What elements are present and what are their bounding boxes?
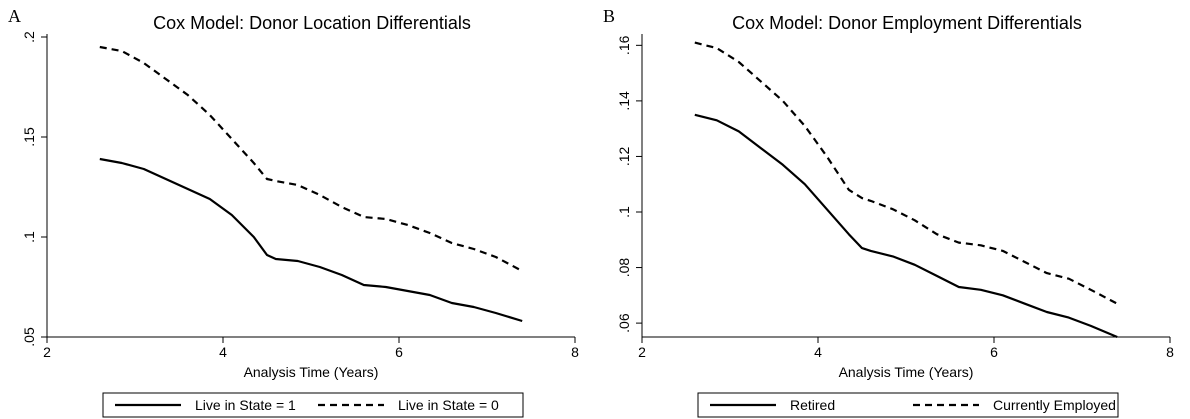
y-tick-label: .05 <box>21 327 37 347</box>
y-tick-label: .15 <box>21 127 37 147</box>
y-tick-label: .1 <box>21 231 37 243</box>
legend-label: Live in State = 0 <box>398 397 499 413</box>
series-line-1 <box>99 157 523 323</box>
x-tick-label: 4 <box>219 344 227 360</box>
panel-letter-a: A <box>8 6 21 26</box>
y-tick-label: .1 <box>616 206 632 218</box>
x-tick-label: 6 <box>990 344 998 360</box>
x-tick-label: 2 <box>638 344 646 360</box>
y-tick-label: .14 <box>616 91 632 111</box>
legend-label: Retired <box>790 397 835 413</box>
x-axis-label: Analysis Time (Years) <box>244 364 379 380</box>
x-axis-label: Analysis Time (Years) <box>839 364 974 380</box>
chart-panel-a: Cox Model: Donor Location Differentials.… <box>8 6 579 418</box>
y-tick-label: .16 <box>616 35 632 55</box>
series-line-1 <box>694 113 1118 339</box>
legend-box <box>102 392 524 418</box>
legend: Live in State = 1 Live in State = 0 <box>102 392 524 418</box>
chart-b: Cox Model: Donor Employment Differential… <box>616 13 1174 418</box>
legend-label: Live in State = 1 <box>195 397 296 413</box>
chart-panel-b: Cox Model: Donor Employment Differential… <box>595 0 1190 419</box>
panel-letter-b: B <box>603 6 616 26</box>
x-tick-label: 6 <box>395 344 403 360</box>
series-line-2 <box>99 45 523 272</box>
x-tick-label: 4 <box>814 344 822 360</box>
x-tick-label: 2 <box>43 344 51 360</box>
x-tick-label: 8 <box>571 344 579 360</box>
legend: Retired Currently Employed <box>697 392 1119 418</box>
legend-label: Currently Employed <box>993 397 1116 413</box>
y-tick-label: .08 <box>616 258 632 278</box>
y-tick-label: .06 <box>616 313 632 333</box>
chart-title: Cox Model: Donor Location Differentials <box>153 13 471 33</box>
y-tick-label: .12 <box>616 147 632 167</box>
chart-a: Cox Model: Donor Location Differentials.… <box>21 13 579 418</box>
x-tick-label: 8 <box>1166 344 1174 360</box>
series-line-2 <box>694 41 1118 305</box>
chart-title: Cox Model: Donor Employment Differential… <box>732 13 1082 33</box>
y-tick-label: .2 <box>21 31 37 43</box>
